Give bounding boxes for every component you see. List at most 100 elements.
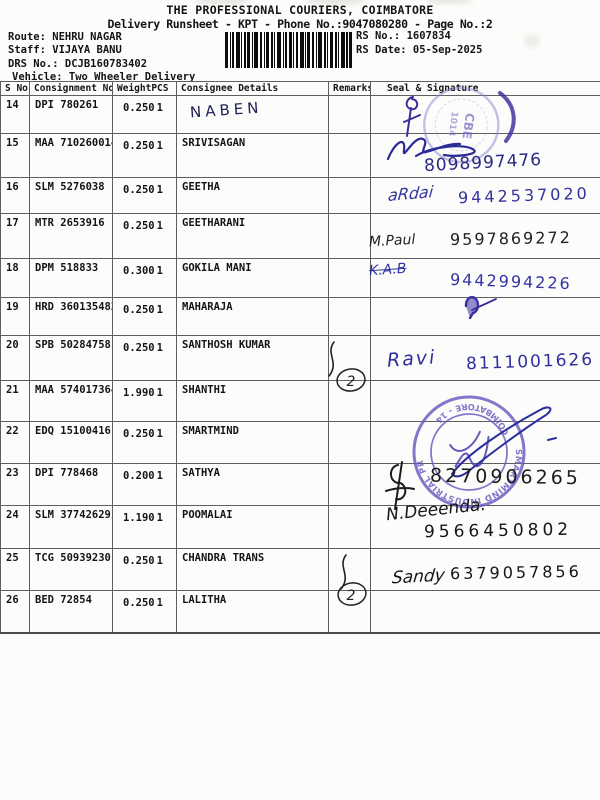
cell-consignee: MAHARAJA bbox=[176, 297, 329, 336]
table-row: 15 MAA 710260014 0.250 1 SRIVISAGAN bbox=[0, 133, 600, 178]
cell-weight: 0.250 bbox=[123, 140, 155, 152]
cell-remarks bbox=[328, 297, 371, 336]
drs-no-field: DRS No.: DCJB160783402 bbox=[8, 58, 148, 70]
cell-remarks bbox=[328, 133, 371, 178]
table-row: 17 MTR 2653916 0.250 1 GEETHARANI bbox=[0, 213, 600, 259]
cell-consignment: SPB 50284758 bbox=[29, 335, 113, 381]
cell-remarks bbox=[328, 335, 371, 381]
cell-consignment: HRD 360135482 bbox=[29, 297, 113, 336]
header-seal: Seal & Signature bbox=[370, 81, 600, 96]
cell-pcs: 1 bbox=[156, 342, 163, 354]
cell-consignment: TCG 50939230 bbox=[29, 548, 113, 591]
cell-consignee: SMARTMIND bbox=[176, 421, 329, 464]
cell-consignment: MAA 574017364 bbox=[29, 380, 113, 422]
runsheet-table: S No Consignment No Weight PCS Consignee… bbox=[0, 81, 600, 634]
route-field: Route: NEHRU NAGAR bbox=[8, 31, 122, 43]
scan-smudge bbox=[425, 0, 473, 4]
cell-consignee: POOMALAI bbox=[176, 505, 329, 549]
cell-consignment: MTR 2653916 bbox=[29, 213, 113, 259]
cell-pcs: 1 bbox=[156, 102, 163, 114]
cell-remarks bbox=[328, 95, 371, 134]
cell-weight: 0.200 bbox=[123, 470, 155, 482]
cell-consignee: LALITHA bbox=[176, 590, 329, 634]
cell-s-no: 14 bbox=[0, 95, 30, 134]
cell-seal bbox=[370, 421, 600, 464]
header-weight-pcs: Weight PCS bbox=[112, 81, 177, 96]
cell-remarks bbox=[328, 258, 371, 298]
table-row: 23 DPI 778468 0.200 1 SATHYA bbox=[0, 463, 600, 506]
cell-s-no: 20 bbox=[0, 335, 30, 381]
header-pcs: PCS bbox=[151, 83, 169, 94]
cell-seal bbox=[370, 590, 600, 634]
cell-pcs: 1 bbox=[156, 220, 163, 232]
table-row: 14 DPI 780261 0.250 1 bbox=[0, 95, 600, 134]
cell-remarks bbox=[328, 380, 371, 422]
barcode bbox=[225, 32, 352, 68]
cell-consignee: GEETHARANI bbox=[176, 213, 329, 259]
cell-s-no: 21 bbox=[0, 380, 30, 422]
cell-consignee: SANTHOSH KUMAR bbox=[176, 335, 329, 381]
table-row: 16 SLM 5276038 0.250 1 GEETHA bbox=[0, 177, 600, 214]
cell-seal bbox=[370, 177, 600, 214]
cell-weight: 0.250 bbox=[123, 102, 155, 114]
cell-s-no: 18 bbox=[0, 258, 30, 298]
cell-pcs: 1 bbox=[156, 597, 163, 609]
cell-s-no: 19 bbox=[0, 297, 30, 336]
table-row: 25 TCG 50939230 0.250 1 CHANDRA TRANS bbox=[0, 548, 600, 591]
cell-consignment: DPM 518833 bbox=[29, 258, 113, 298]
table-row: 18 DPM 518833 0.300 1 GOKILA MANI bbox=[0, 258, 600, 298]
cell-pcs: 1 bbox=[156, 304, 163, 316]
cell-remarks bbox=[328, 548, 371, 591]
table-row: 26 BED 72854 0.250 1 LALITHA bbox=[0, 590, 600, 634]
cell-remarks bbox=[328, 421, 371, 464]
cell-pcs: 1 bbox=[156, 512, 163, 524]
cell-seal bbox=[370, 505, 600, 549]
cell-seal bbox=[370, 297, 600, 336]
table-row: 21 MAA 574017364 1.990 1 SHANTHI bbox=[0, 380, 600, 422]
cell-pcs: 1 bbox=[156, 140, 163, 152]
cell-weight: 1.990 bbox=[123, 387, 155, 399]
cell-weight: 0.250 bbox=[123, 555, 155, 567]
cell-remarks bbox=[328, 177, 371, 214]
cell-seal bbox=[370, 335, 600, 381]
page-subtitle: Delivery Runsheet - KPT - Phone No.:9047… bbox=[107, 17, 493, 31]
cell-s-no: 17 bbox=[0, 213, 30, 259]
header-s-no: S No bbox=[0, 81, 30, 96]
cell-consignment: DPI 780261 bbox=[29, 95, 113, 134]
scan-smudge bbox=[195, 0, 250, 5]
cell-seal bbox=[370, 133, 600, 178]
cell-s-no: 23 bbox=[0, 463, 30, 506]
header-remarks: Remarks bbox=[328, 81, 371, 96]
cell-pcs: 1 bbox=[156, 555, 163, 567]
table-row: 19 HRD 360135482 0.250 1 MAHARAJA bbox=[0, 297, 600, 336]
scan-smudge bbox=[524, 34, 540, 48]
vehicle-field: Vehicle: Two Wheeler Delivery bbox=[12, 71, 196, 83]
cell-seal bbox=[370, 258, 600, 298]
rs-no-field: RS No.: 1607834 bbox=[356, 30, 451, 42]
cell-consignee: GOKILA MANI bbox=[176, 258, 329, 298]
cell-s-no: 22 bbox=[0, 421, 30, 464]
cell-consignee: GEETHA bbox=[176, 177, 329, 214]
header-consignment-no: Consignment No bbox=[29, 81, 113, 96]
cell-consignment: EDQ 15100416 bbox=[29, 421, 113, 464]
staff-field: Staff: VIJAYA BANU bbox=[8, 44, 122, 56]
cell-consignment: MAA 710260014 bbox=[29, 133, 113, 178]
table-header-row: S No Consignment No Weight PCS Consignee… bbox=[0, 81, 600, 96]
cell-remarks bbox=[328, 505, 371, 549]
cell-s-no: 25 bbox=[0, 548, 30, 591]
cell-weight: 0.300 bbox=[123, 265, 155, 277]
cell-weight: 1.190 bbox=[123, 512, 155, 524]
cell-consignee: SATHYA bbox=[176, 463, 329, 506]
table-row: 20 SPB 50284758 0.250 1 SANTHOSH KUMAR bbox=[0, 335, 600, 381]
cell-pcs: 1 bbox=[156, 387, 163, 399]
cell-weight: 0.250 bbox=[123, 428, 155, 440]
cell-consignee: SHANTHI bbox=[176, 380, 329, 422]
cell-seal bbox=[370, 95, 600, 134]
cell-consignment: SLM 5276038 bbox=[29, 177, 113, 214]
cell-weight: 0.250 bbox=[123, 184, 155, 196]
rs-date-field: RS Date: 05-Sep-2025 bbox=[356, 44, 483, 56]
cell-weight: 0.250 bbox=[123, 304, 155, 316]
cell-consignment: BED 72854 bbox=[29, 590, 113, 634]
cell-pcs: 1 bbox=[156, 265, 163, 277]
